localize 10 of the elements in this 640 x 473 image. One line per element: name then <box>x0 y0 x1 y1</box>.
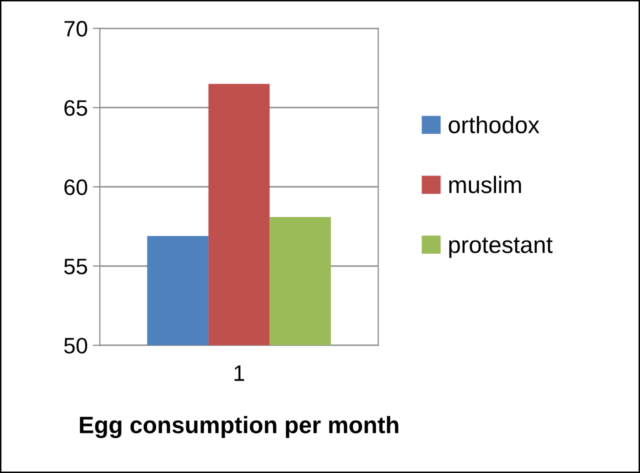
x-axis-title: Egg consumption per month <box>80 416 398 438</box>
legend-label: protestant <box>449 238 553 258</box>
x-tick-label: 1 <box>234 366 244 381</box>
legend-label: muslim <box>449 176 521 194</box>
y-tick-label: 50 <box>64 338 88 354</box>
y-tick-label: 60 <box>64 179 88 196</box>
y-tick-label: 70 <box>64 20 88 37</box>
legend-label: orthodox <box>448 116 540 134</box>
y-tick-label: 55 <box>64 258 88 274</box>
y-tick-label: 65 <box>64 100 88 116</box>
